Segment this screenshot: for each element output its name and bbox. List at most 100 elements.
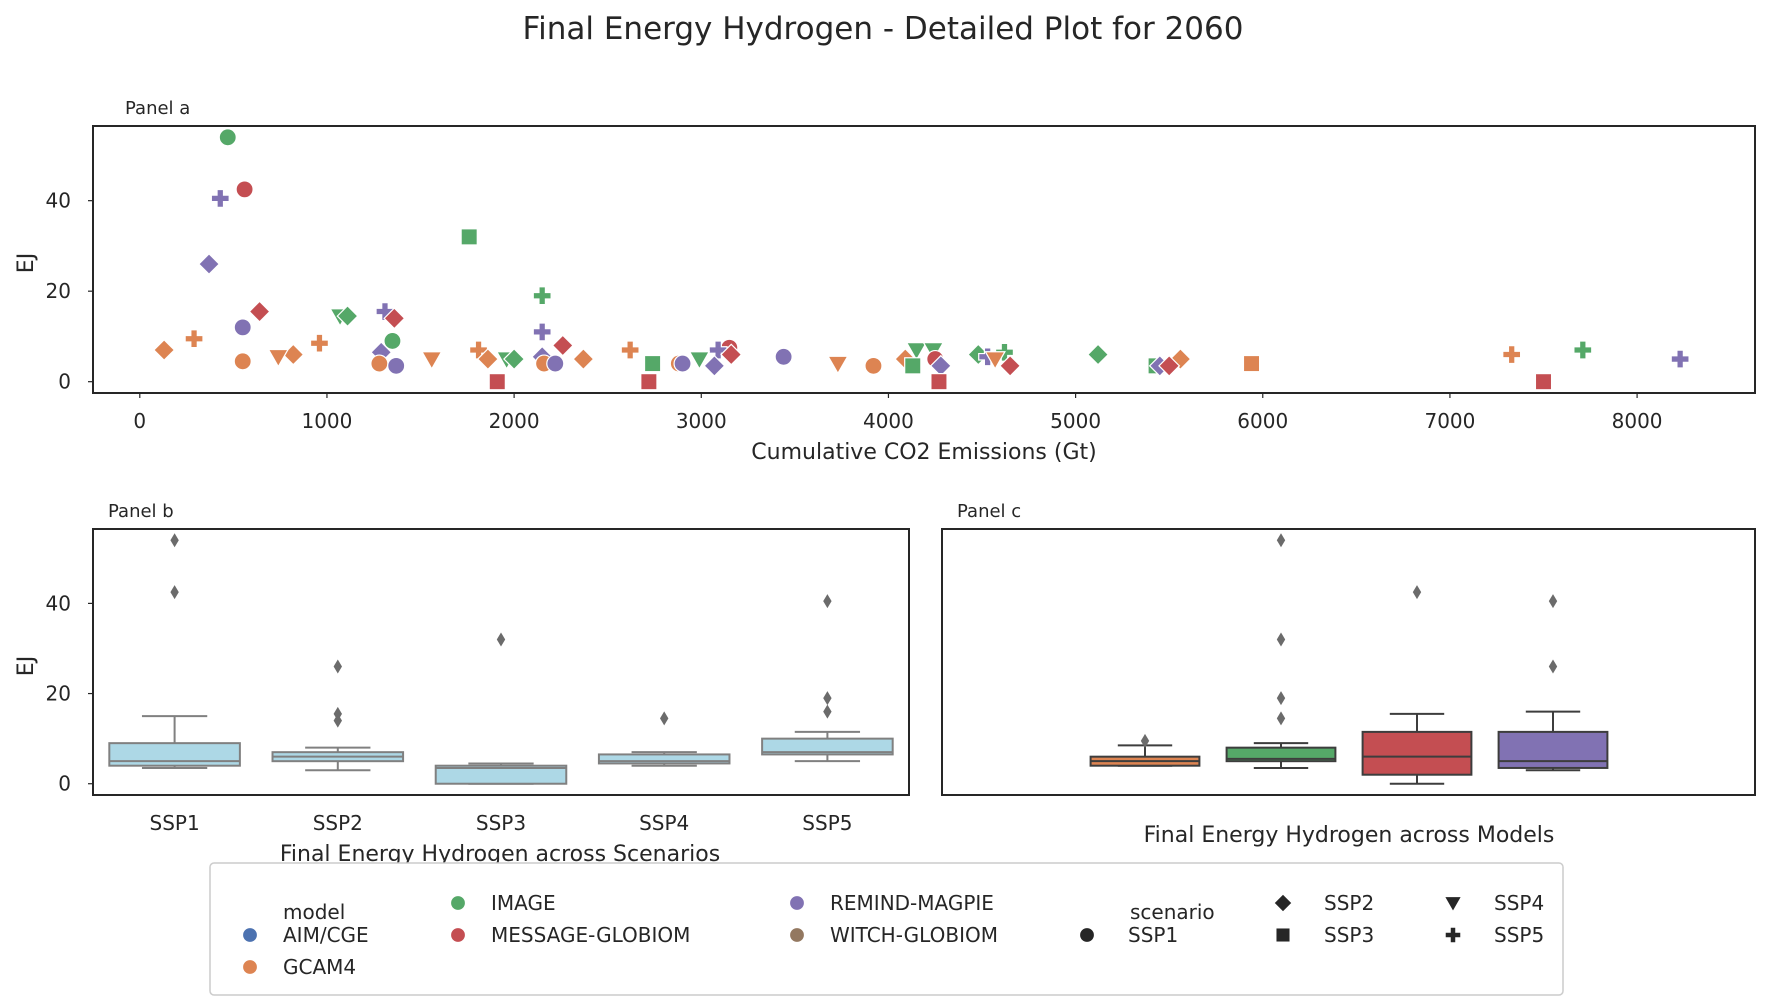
panel-c-box bbox=[1361, 730, 1473, 776]
legend-scenario-title: scenario bbox=[1130, 900, 1215, 924]
scatter-point bbox=[673, 354, 692, 373]
panel-b-ytick-label: 40 bbox=[46, 591, 71, 615]
panel-a-xtick-label: 7000 bbox=[1424, 409, 1475, 433]
panel-a-frame bbox=[92, 125, 1756, 394]
panel-b-xtick-label: SSP4 bbox=[639, 811, 689, 835]
scatter-point bbox=[532, 286, 552, 306]
panel-c-outlier bbox=[1548, 594, 1558, 609]
panel-b-xtick-label: SSP1 bbox=[150, 811, 200, 835]
scatter-point bbox=[688, 351, 711, 371]
panel-b-label: Panel b bbox=[108, 501, 174, 522]
panel-b-outlier bbox=[823, 704, 832, 719]
scatter-point bbox=[210, 188, 230, 208]
panel-b-outlier bbox=[333, 706, 342, 721]
scatter-point bbox=[572, 348, 595, 371]
legend-swatch-model bbox=[788, 894, 806, 912]
scatter-point bbox=[620, 340, 640, 360]
legend-swatch-model bbox=[241, 958, 259, 976]
panel-a-ylabel: EJ bbox=[14, 253, 39, 273]
legend-label-scenario: SSP2 bbox=[1324, 891, 1374, 915]
panel-b-ytick-label: 20 bbox=[46, 682, 71, 706]
panel-a-points bbox=[153, 128, 1690, 391]
panel-b-ytick-label: 0 bbox=[58, 772, 71, 796]
panel-c-outlier bbox=[1140, 733, 1150, 748]
legend-swatch-scenario bbox=[1275, 927, 1291, 943]
scatter-point bbox=[184, 329, 204, 349]
scatter-point bbox=[197, 252, 221, 276]
scatter-point bbox=[476, 348, 499, 371]
legend-label-scenario: SSP5 bbox=[1494, 923, 1544, 947]
legend-items: AIM/CGE GCAM4 IMAGE MESSAGE-GLOBIOM REMIND-M… bbox=[241, 891, 1544, 979]
legend-label-model: MESSAGE-GLOBIOM bbox=[491, 923, 690, 947]
panel-b-outlier bbox=[496, 632, 506, 647]
panel-c-xlabel: Final Energy Hydrogen across Models bbox=[1144, 823, 1555, 848]
panel-a-ytick-label: 20 bbox=[46, 279, 71, 303]
panel-a-xtick-label: 1000 bbox=[301, 409, 352, 433]
scatter-point bbox=[503, 348, 526, 371]
legend-model-title: model bbox=[283, 900, 345, 924]
legend-label-model: WITCH-GLOBIOM bbox=[830, 923, 998, 947]
scatter-point bbox=[218, 128, 237, 147]
scatter-point bbox=[336, 305, 359, 328]
panel-b-outlier bbox=[660, 711, 669, 726]
panel-b-outlier bbox=[170, 585, 179, 600]
panel-c-box bbox=[1225, 746, 1337, 763]
panel-b-outlier bbox=[333, 659, 342, 674]
panel-a-xtick-label: 5000 bbox=[1050, 409, 1101, 433]
panel-b-xtick-label: SSP3 bbox=[476, 811, 526, 835]
panel-c-outlier bbox=[1276, 533, 1286, 548]
scatter-point bbox=[905, 342, 928, 361]
scatter-point bbox=[309, 333, 329, 353]
panel-a-xtick-label: 3000 bbox=[676, 409, 727, 433]
panel-b-box bbox=[761, 737, 894, 756]
figure-title: Final Energy Hydrogen - Detailed Plot fo… bbox=[523, 11, 1244, 47]
panel-c-outlier bbox=[1276, 711, 1286, 726]
panel-b-xtick-label: SSP5 bbox=[802, 811, 852, 835]
panel-b-frame bbox=[92, 528, 910, 796]
scatter-point bbox=[774, 347, 793, 366]
scatter-point bbox=[1670, 349, 1690, 369]
scatter-point bbox=[640, 373, 658, 391]
legend-swatch-scenario bbox=[1078, 926, 1096, 944]
legend-frame bbox=[209, 862, 1564, 996]
panel-a-xlabel: Cumulative CO2 Emissions (Gt) bbox=[751, 440, 1096, 465]
scatter-point bbox=[904, 357, 922, 375]
panel-b-outlier bbox=[823, 594, 832, 609]
legend-label-scenario: SSP3 bbox=[1324, 923, 1374, 947]
scatter-point bbox=[1502, 345, 1522, 365]
panel-b-box bbox=[597, 753, 731, 765]
scatter-point bbox=[1158, 354, 1181, 377]
panel-b-xtick-label: SSP2 bbox=[313, 811, 363, 835]
panel-a-xtick-label: 8000 bbox=[1612, 409, 1663, 433]
legend-label-model: REMIND-MAGPIE bbox=[830, 891, 994, 915]
legend-label-model: IMAGE bbox=[491, 891, 556, 915]
panel-c-frame bbox=[941, 528, 1756, 796]
panel-b-outlier bbox=[823, 691, 832, 706]
legend-label-scenario: SSP4 bbox=[1494, 891, 1544, 915]
scatter-point bbox=[930, 373, 948, 391]
scatter-point bbox=[532, 322, 552, 342]
panel-a-xtick-label: 0 bbox=[133, 409, 146, 433]
panel-a-ytick-label: 0 bbox=[58, 370, 71, 394]
panel-c-label: Panel c bbox=[957, 501, 1021, 522]
panel-c-plot bbox=[1089, 533, 1609, 785]
scatter-point bbox=[708, 340, 728, 360]
panel-c-outlier bbox=[1276, 632, 1286, 647]
scatter-point bbox=[703, 354, 726, 377]
scatter-point bbox=[488, 373, 506, 391]
legend-swatch-model bbox=[449, 926, 467, 944]
legend-label-model: GCAM4 bbox=[283, 955, 356, 979]
scatter-point bbox=[460, 228, 478, 246]
scatter-point bbox=[999, 354, 1022, 377]
scatter-point bbox=[383, 331, 402, 351]
legend-label-scenario: SSP1 bbox=[1128, 923, 1178, 947]
scatter-point bbox=[643, 354, 662, 373]
scatter-point bbox=[370, 354, 389, 373]
scatter-point bbox=[248, 300, 271, 323]
scatter-point bbox=[267, 348, 290, 368]
scatter-point bbox=[233, 318, 252, 337]
scatter-point bbox=[1573, 340, 1593, 360]
legend-swatch-model bbox=[788, 926, 806, 944]
panel-c-box bbox=[1497, 730, 1609, 769]
